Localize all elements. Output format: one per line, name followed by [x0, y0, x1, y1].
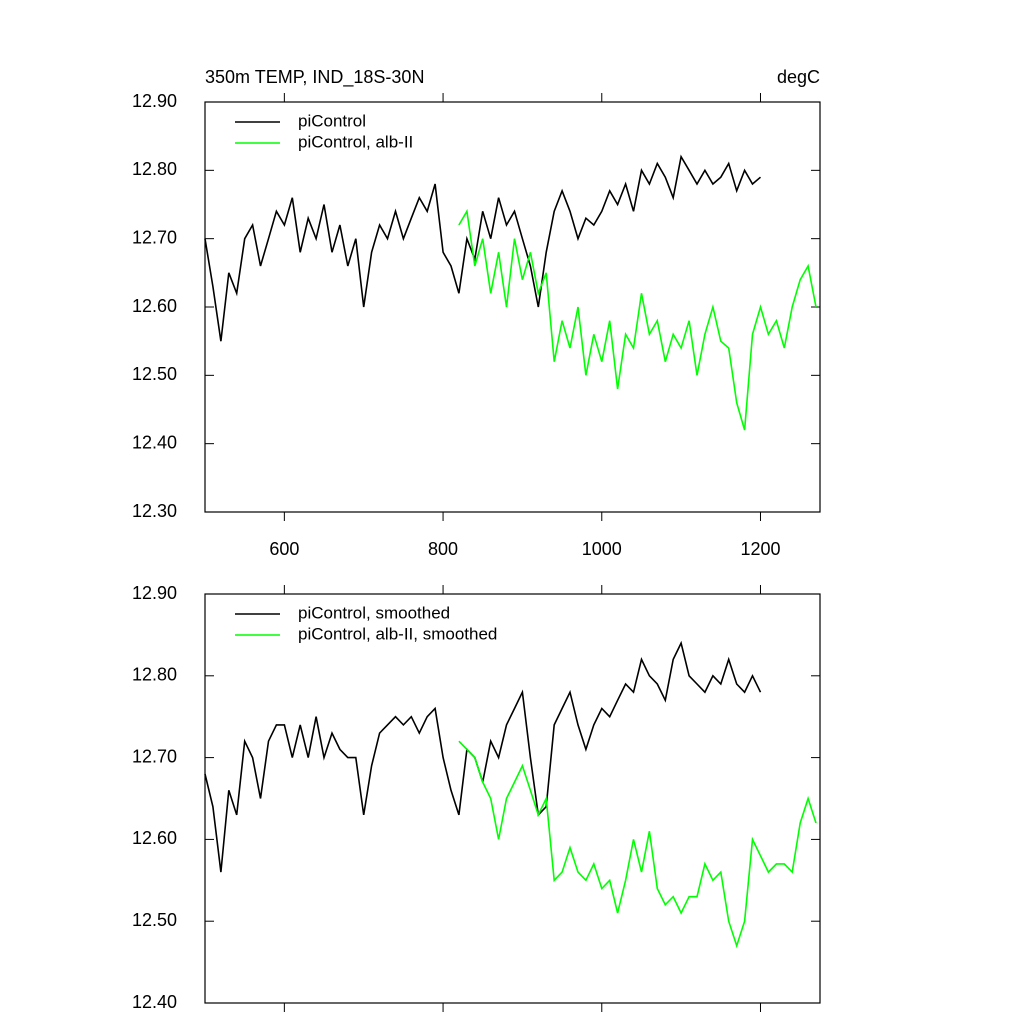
x-tick-label: 1000 [582, 539, 622, 559]
y-tick-label: 12.80 [132, 665, 177, 685]
legend-text: piControl [298, 111, 366, 130]
plot-frame [204, 593, 821, 1004]
legend-text: piControl, alb-II, smoothed [298, 624, 497, 643]
y-tick-label: 12.40 [132, 992, 177, 1012]
y-tick-label: 12.40 [132, 432, 177, 452]
y-tick-label: 12.70 [132, 227, 177, 247]
x-tick-label: 600 [269, 539, 299, 559]
series-line [458, 740, 817, 949]
y-tick-label: 12.80 [132, 159, 177, 179]
series-line [458, 208, 817, 431]
x-tick-label: 800 [428, 539, 458, 559]
y-tick-label: 12.50 [132, 364, 177, 384]
series-line [204, 154, 762, 342]
legend-text: piControl, smoothed [298, 603, 450, 622]
plot-frame [204, 101, 821, 513]
x-tick-label: 1200 [740, 539, 780, 559]
y-tick-label: 12.90 [132, 91, 177, 111]
y-tick-label: 12.50 [132, 910, 177, 930]
series-line [204, 640, 762, 873]
y-tick-label: 12.30 [132, 501, 177, 521]
unit-label: degC [777, 67, 820, 87]
y-tick-label: 12.60 [132, 296, 177, 316]
y-tick-label: 12.70 [132, 746, 177, 766]
legend-text: piControl, alb-II [298, 132, 413, 151]
chart-title: 350m TEMP, IND_18S-30N [205, 67, 424, 88]
y-tick-label: 12.60 [132, 828, 177, 848]
y-tick-label: 12.90 [132, 583, 177, 603]
